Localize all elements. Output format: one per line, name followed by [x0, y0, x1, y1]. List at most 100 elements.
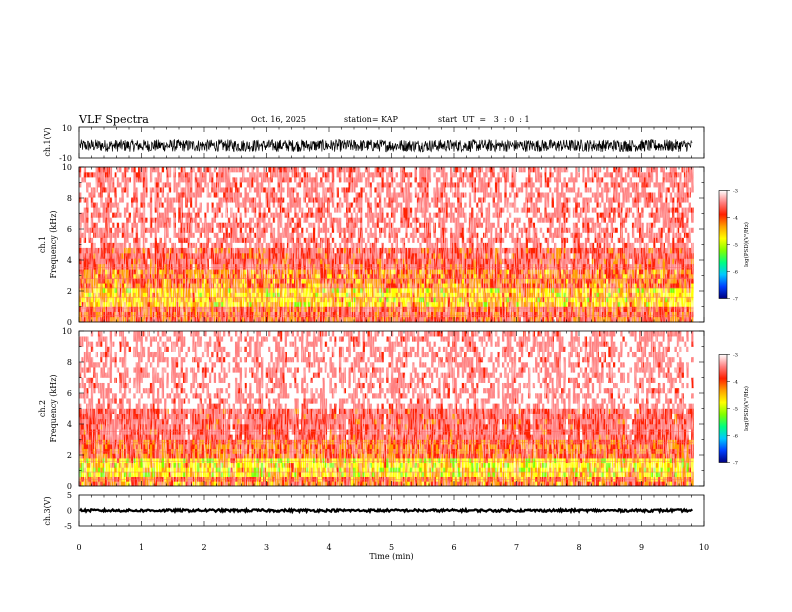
spectrogram-cell: [138, 263, 141, 270]
spectrogram-cell: [296, 316, 300, 323]
spectrogram-cell: [364, 232, 368, 238]
spectrogram-cell: [327, 247, 330, 254]
spectrogram-cell: [133, 311, 137, 318]
spectrogram-cell: [102, 297, 106, 303]
spectrogram-cell: [445, 227, 448, 233]
spectrogram-cell: [81, 258, 85, 265]
spectrogram-cell: [360, 311, 363, 318]
spectrogram-cell: [320, 237, 323, 243]
spectrogram-cell: [296, 287, 300, 293]
spectrogram-cell: [419, 263, 422, 270]
spectrogram-cell: [435, 177, 439, 183]
spectrogram-cell: [268, 247, 271, 254]
spectrogram-cell: [152, 269, 155, 275]
spectrogram-cell: [260, 177, 264, 183]
spectrogram-cell: [402, 273, 406, 279]
spectrogram-cell: [286, 197, 290, 203]
spectrogram-cell: [367, 283, 370, 289]
spectrogram-cell: [140, 192, 144, 198]
spectrogram-cell: [360, 273, 363, 279]
spectrogram-cell: [298, 187, 302, 193]
spectrogram-cell: [296, 283, 300, 289]
spectrogram-cell: [182, 172, 186, 178]
spectrogram-cell: [409, 172, 413, 178]
spectrogram-cell: [79, 273, 82, 279]
spectrogram-cell: [128, 207, 132, 213]
spectrogram-cell: [175, 306, 179, 312]
spectrogram-cell: [357, 278, 361, 284]
spectrogram-cell: [220, 237, 224, 243]
spectrogram-cell: [265, 287, 269, 293]
spectrogram-cell: [407, 222, 411, 228]
spectrogram-cell: [246, 258, 250, 265]
spectrogram-cell: [402, 217, 406, 223]
spectrogram-cell: [286, 297, 290, 303]
spectrogram-cell: [407, 278, 411, 284]
spectrogram-cell: [296, 292, 300, 298]
spectrogram-cell: [107, 283, 111, 289]
spectrogram-cell: [166, 197, 170, 203]
spectrogram-cell: [95, 247, 99, 254]
spectrogram-cell: [253, 258, 257, 265]
spectrogram-cell: [135, 187, 139, 193]
spectrogram-cell: [379, 167, 382, 173]
spectrogram-cell: [104, 247, 108, 254]
spectrogram-cell: [166, 263, 170, 270]
spectrogram-cell: [116, 237, 120, 243]
spectrogram-cell: [140, 287, 144, 293]
spectrogram-cell: [289, 247, 292, 254]
spectrogram-cell: [341, 263, 344, 270]
spectrogram-cell: [338, 227, 342, 233]
spectrogram-cell: [294, 172, 297, 178]
spectrogram-cell: [407, 172, 411, 178]
spectrogram-cell: [294, 192, 297, 198]
spectrogram-cell: [112, 242, 115, 248]
spectrogram-cell: [159, 247, 162, 254]
spectrogram-cell: [206, 237, 210, 243]
spectrogram-cell: [190, 172, 193, 178]
spectrogram-cell: [135, 253, 139, 259]
spectrogram-cell: [149, 301, 153, 307]
spectrogram-cell: [95, 217, 99, 223]
spectrogram-cell: [230, 197, 233, 203]
spectrogram-cell: [216, 197, 219, 203]
spectrogram-cell: [338, 253, 342, 259]
spectrogram-cell: [199, 269, 203, 275]
spectrogram-cell: [197, 237, 200, 243]
spectrogram-cell: [341, 192, 344, 198]
spectrogram-cell: [402, 269, 406, 275]
spectrogram-cell: [178, 306, 181, 312]
spectrogram-cell: [421, 207, 425, 213]
spectrogram-cell: [317, 273, 321, 279]
spectrogram-cell: [100, 167, 103, 173]
spectrogram-cell: [348, 311, 352, 318]
spectrogram-cell: [237, 182, 240, 188]
spectrogram-cell: [331, 301, 335, 307]
spectrogram-cell: [187, 273, 191, 279]
spectrogram-cell: [353, 202, 356, 208]
spectrogram-cell: [211, 253, 214, 259]
spectrogram-cell: [270, 269, 274, 275]
spectrogram-cell: [180, 212, 184, 218]
spectrogram-cell: [447, 192, 451, 198]
spectrogram-cell: [161, 212, 165, 218]
spectrogram-cell: [95, 273, 99, 279]
spectrogram-cell: [123, 301, 127, 307]
spectrogram-cell: [97, 202, 101, 208]
spectrogram-cell: [138, 197, 141, 203]
spectrogram-cell: [159, 232, 162, 238]
spectrogram-cell: [81, 192, 85, 198]
spectrogram-cell: [114, 306, 118, 312]
spectrogram-cell: [100, 232, 103, 238]
spectrogram-cell: [348, 273, 352, 279]
spectrogram-cell: [147, 283, 151, 289]
spectrogram-cell: [166, 232, 170, 238]
spectrogram-cell: [223, 306, 226, 312]
spectrogram-cell: [86, 292, 89, 298]
spectrogram-cell: [324, 242, 328, 248]
spectrogram-cell: [381, 301, 385, 307]
spectrogram-cell: [360, 242, 363, 248]
spectrogram-cell: [369, 172, 373, 178]
spectrogram-cell: [83, 212, 87, 218]
spectrogram-cell: [315, 297, 318, 303]
